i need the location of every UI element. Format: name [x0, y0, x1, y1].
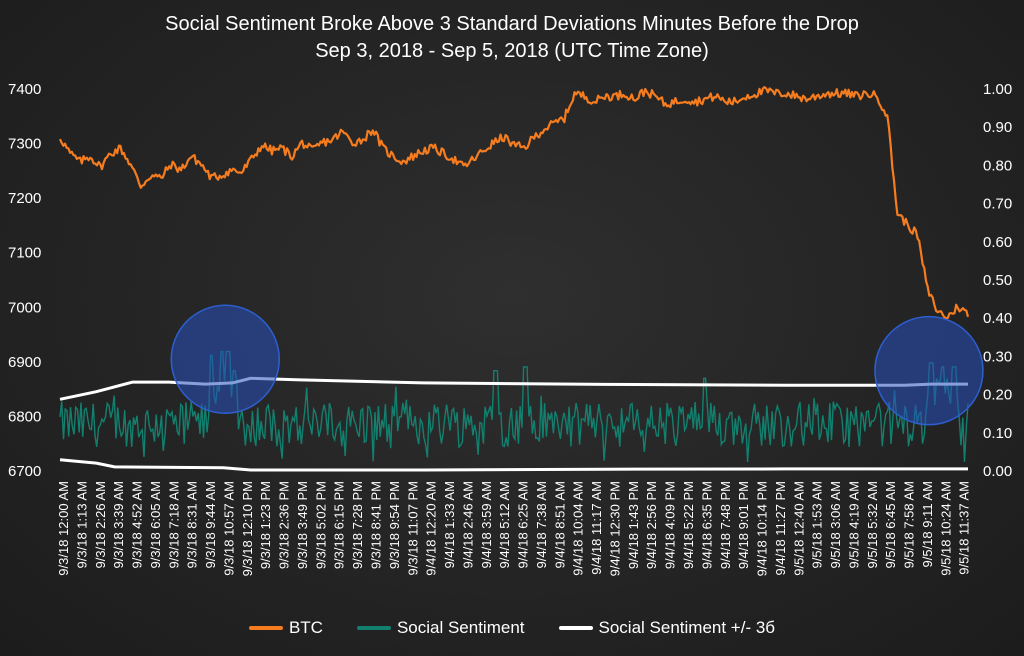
right-axis-tick-label: 0.70 [983, 196, 1012, 213]
x-axis-tick-label: 9/4/18 7:48 PM [718, 481, 733, 569]
x-axis-tick-label: 9/3/18 7:28 PM [350, 481, 365, 569]
right-axis-tick-label: 0.30 [983, 348, 1012, 365]
x-axis-tick-label: 9/3/18 7:18 AM [166, 481, 181, 568]
x-axis-tick-label: 9/4/18 3:59 AM [479, 481, 494, 568]
x-axis-tick-label: 9/4/18 6:25 AM [516, 481, 531, 568]
x-axis-tick-label: 9/5/18 7:58 AM [902, 481, 917, 568]
chart-legend: BTC Social Sentiment Social Sentiment +/… [0, 618, 1024, 638]
btc-price-line [58, 86, 970, 320]
highlight-circle [170, 304, 281, 414]
right-axis-tick-label: 1.00 [983, 81, 1012, 98]
right-axis-tick-label: 0.90 [983, 119, 1012, 136]
right-axis-tick-label: 0.50 [983, 272, 1012, 289]
x-axis-tick-label: 9/4/18 5:22 PM [681, 481, 696, 569]
x-axis-tick-label: 9/4/18 10:04 AM [571, 481, 586, 576]
x-axis-tick-label: 9/3/18 9:44 AM [203, 481, 218, 568]
x-axis-tick-label: 9/3/18 1:23 PM [258, 481, 273, 569]
x-axis-tick-label: 9/4/18 1:33 AM [442, 481, 457, 568]
legend-label-band: Social Sentiment +/- 3б [598, 618, 776, 637]
left-axis-tick-label: 6800 [8, 408, 41, 425]
x-axis-tick-label: 9/4/18 11:27 PM [773, 481, 788, 575]
legend-label-sentiment: Social Sentiment [396, 618, 525, 637]
x-axis-tick-label: 9/3/18 8:41 PM [369, 481, 384, 569]
x-axis-tick-label: 9/3/18 5:02 PM [313, 481, 328, 569]
highlight-circle [874, 315, 984, 426]
x-axis-tick-label: 9/3/18 3:39 AM [111, 481, 126, 568]
x-axis-tick-label: 9/3/18 12:00 AM [56, 481, 71, 576]
x-axis-tick-label: 9/3/18 2:26 AM [93, 481, 108, 568]
right-axis-tick-label: 0.40 [983, 310, 1012, 327]
right-axis-tick-label: 0.20 [983, 387, 1012, 404]
left-axis-tick-label: 7400 [8, 81, 41, 98]
left-axis-tick-label: 7000 [8, 299, 41, 316]
x-axis-tick-label: 9/3/18 10:57 AM [221, 481, 236, 576]
x-axis-tick-label: 9/4/18 5:12 AM [497, 481, 512, 568]
legend-label-btc: BTC [288, 618, 323, 637]
x-axis-tick-label: 9/5/18 5:32 AM [865, 481, 880, 568]
x-axis-tick-label: 9/3/18 3:49 PM [295, 481, 310, 569]
x-axis-tick-label: 9/3/18 1:13 AM [74, 481, 89, 568]
right-axis-tick-label: 0.00 [983, 463, 1012, 480]
x-axis-tick-label: 9/3/18 4:52 AM [130, 481, 145, 568]
x-axis-tick-label: 9/3/18 9:54 PM [387, 481, 402, 569]
x-axis-tick-label: 9/5/18 9:11 AM [920, 481, 935, 568]
right-axis-tick-label: 0.60 [983, 234, 1012, 251]
x-axis-tick-label: 9/3/18 8:31 AM [185, 481, 200, 568]
legend-item-btc: BTC [248, 618, 323, 638]
x-axis-tick-label: 9/5/18 11:37 AM [957, 481, 972, 575]
x-axis-tick-label: 9/4/18 8:51 AM [552, 481, 567, 568]
legend-item-sentiment: Social Sentiment [356, 618, 525, 638]
x-axis-tick-label: 9/5/18 3:06 AM [828, 481, 843, 568]
x-axis-tick-label: 9/3/18 6:15 PM [332, 481, 347, 569]
x-axis-tick-label: 9/5/18 6:45 AM [883, 481, 898, 568]
legend-swatch-btc [248, 626, 283, 630]
left-axis-tick-label: 6700 [8, 463, 41, 480]
right-axis-tick-label: 0.10 [983, 425, 1012, 442]
left-axis-tick-label: 6900 [8, 354, 41, 371]
x-axis-tick-label: 9/3/18 6:05 AM [148, 481, 163, 568]
left-axis-tick-label: 7100 [8, 245, 41, 262]
x-axis-tick-label: 9/3/18 11:07 PM [405, 481, 420, 575]
left-axis-tick-label: 7300 [8, 136, 41, 153]
legend-item-band: Social Sentiment +/- 3б [558, 618, 776, 638]
x-axis-tick-label: 9/4/18 6:35 PM [699, 481, 714, 569]
x-axis-tick-label: 9/4/18 12:20 AM [424, 481, 439, 576]
chart-title: Social Sentiment Broke Above 3 Standard … [165, 13, 859, 35]
x-axis-tick-label: 9/4/18 9:01 PM [736, 481, 751, 569]
x-axis-tick-label: 9/4/18 7:38 AM [534, 481, 549, 568]
x-axis-tick-label: 9/4/18 12:30 PM [607, 481, 622, 576]
x-axis-tick-label: 9/3/18 12:10 PM [240, 481, 255, 576]
x-axis-tick-label: 9/4/18 1:43 PM [626, 481, 641, 569]
x-axis-tick-label: 9/5/18 4:19 AM [846, 481, 861, 568]
band-lower-line [59, 458, 968, 472]
x-axis-tick-label: 9/5/18 1:53 AM [810, 481, 825, 568]
legend-swatch-band [558, 626, 593, 630]
x-axis-tick-label: 9/5/18 12:40 AM [791, 481, 806, 576]
x-axis-tick-label: 9/3/18 2:36 PM [277, 481, 292, 569]
legend-swatch-sentiment [356, 626, 391, 630]
x-axis-tick-label: 9/5/18 10:24 AM [938, 481, 953, 576]
x-axis-tick-label: 9/4/18 11:17 AM [589, 481, 604, 575]
x-axis-tick-label: 9/4/18 2:46 AM [460, 481, 475, 568]
chart-subtitle: Sep 3, 2018 - Sep 5, 2018 (UTC Time Zone… [315, 40, 709, 62]
x-axis-tick-label: 9/4/18 2:56 PM [644, 481, 659, 569]
x-axis-tick-label: 9/4/18 4:09 PM [663, 481, 678, 569]
left-axis-tick-label: 7200 [8, 190, 41, 207]
right-axis-tick-label: 0.80 [983, 157, 1012, 174]
x-axis-tick-label: 9/4/18 10:14 PM [755, 481, 770, 576]
